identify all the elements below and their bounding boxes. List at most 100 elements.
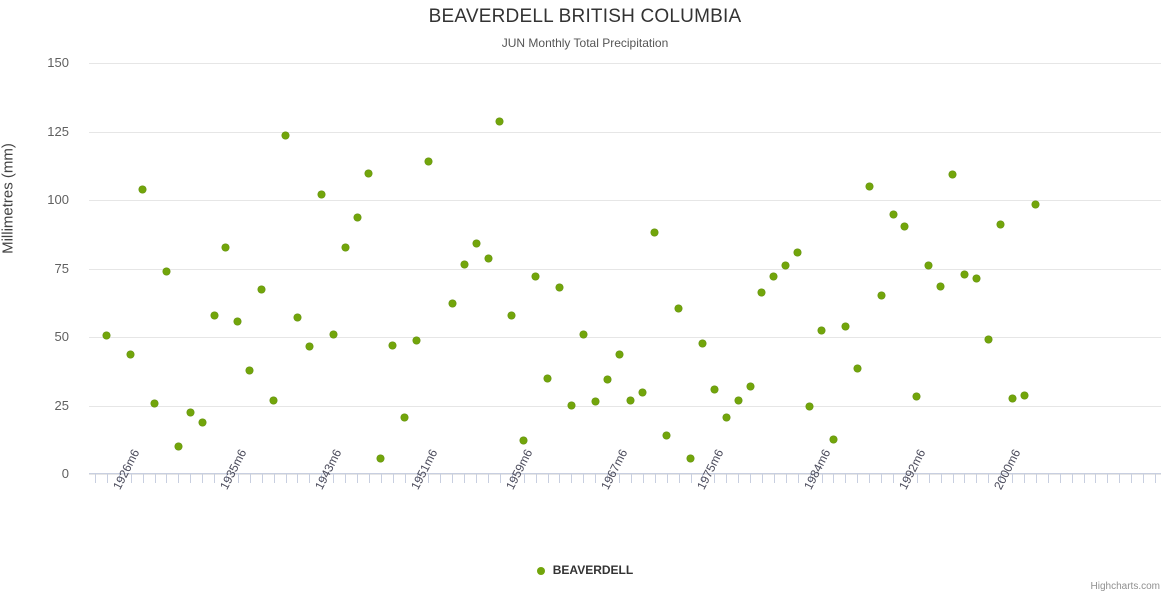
data-point[interactable] — [353, 214, 361, 222]
x-axis-tick — [357, 474, 358, 483]
data-point[interactable] — [222, 244, 230, 252]
data-point[interactable] — [746, 383, 754, 391]
y-axis-tick-label: 75 — [54, 260, 69, 276]
x-axis-tick — [654, 474, 656, 483]
x-axis-tick — [678, 474, 680, 483]
data-point[interactable] — [627, 396, 635, 404]
data-point[interactable] — [1008, 395, 1016, 403]
data-point[interactable] — [508, 311, 516, 319]
data-point[interactable] — [949, 171, 957, 179]
legend-item-beaverdell[interactable]: BEAVERDELL — [536, 563, 633, 577]
data-point[interactable] — [615, 350, 623, 358]
data-point[interactable] — [984, 335, 992, 343]
data-point[interactable] — [925, 262, 933, 270]
data-point[interactable] — [424, 158, 432, 166]
data-point[interactable] — [270, 397, 278, 405]
x-axis-tick — [571, 474, 573, 483]
data-point[interactable] — [591, 398, 599, 406]
y-axis-tick-label: 100 — [47, 192, 69, 207]
data-point[interactable] — [675, 304, 683, 312]
data-point[interactable] — [484, 254, 492, 262]
x-axis-tick — [1035, 474, 1037, 483]
data-point[interactable] — [496, 118, 504, 126]
data-point[interactable] — [829, 435, 837, 443]
data-point[interactable] — [579, 331, 587, 339]
data-point[interactable] — [258, 286, 266, 294]
data-point[interactable] — [698, 340, 706, 348]
data-point[interactable] — [413, 336, 421, 344]
data-point[interactable] — [865, 183, 873, 191]
x-axis-tick — [761, 474, 763, 483]
data-point[interactable] — [174, 443, 182, 451]
data-point[interactable] — [1032, 200, 1040, 208]
x-axis-tick — [416, 474, 418, 483]
chart-title: BEAVERDELL BRITISH COLUMBIA — [428, 6, 742, 27]
data-point[interactable] — [544, 374, 552, 382]
data-point[interactable] — [460, 260, 468, 268]
data-point[interactable] — [401, 413, 409, 421]
data-point[interactable] — [758, 289, 766, 297]
data-point[interactable] — [246, 366, 254, 374]
x-axis-tick — [118, 474, 120, 483]
data-point[interactable] — [972, 275, 980, 283]
data-point[interactable] — [853, 364, 861, 372]
data-point[interactable] — [806, 402, 814, 410]
data-point[interactable] — [555, 283, 563, 291]
data-point[interactable] — [293, 314, 301, 322]
data-point[interactable] — [103, 331, 111, 339]
data-point[interactable] — [663, 432, 671, 440]
x-axis-tick — [297, 474, 299, 483]
data-point[interactable] — [341, 244, 349, 252]
data-point[interactable] — [901, 222, 909, 230]
x-axis-tick — [476, 474, 478, 483]
data-point[interactable] — [722, 413, 730, 421]
x-axis-tick — [261, 474, 263, 483]
data-point[interactable] — [377, 454, 385, 462]
data-point[interactable] — [198, 418, 206, 426]
data-point[interactable] — [818, 326, 826, 334]
data-point[interactable] — [782, 261, 790, 269]
data-point[interactable] — [365, 170, 373, 178]
x-axis-tick — [857, 474, 859, 483]
data-point[interactable] — [996, 221, 1004, 229]
data-point[interactable] — [889, 211, 897, 219]
x-axis-tick — [1143, 474, 1145, 483]
data-point[interactable] — [139, 185, 147, 193]
data-point[interactable] — [234, 318, 242, 326]
data-point[interactable] — [127, 351, 135, 359]
data-point[interactable] — [603, 375, 611, 383]
data-point[interactable] — [710, 385, 718, 393]
data-point[interactable] — [567, 402, 575, 410]
data-point[interactable] — [282, 131, 290, 139]
data-point[interactable] — [186, 408, 194, 416]
data-point[interactable] — [532, 273, 540, 281]
data-point[interactable] — [960, 271, 968, 279]
data-point[interactable] — [687, 454, 694, 462]
data-point[interactable] — [151, 399, 158, 407]
x-axis-tick — [94, 474, 96, 483]
data-point[interactable] — [1020, 391, 1028, 399]
data-point[interactable] — [305, 342, 313, 350]
data-point[interactable] — [317, 191, 325, 199]
x-axis-tick — [583, 474, 585, 483]
data-point[interactable] — [329, 330, 337, 338]
credits-link[interactable]: Highcharts.com — [1090, 581, 1160, 592]
data-point[interactable] — [794, 249, 802, 257]
data-point[interactable] — [651, 229, 659, 237]
data-point[interactable] — [448, 300, 456, 308]
data-point[interactable] — [841, 322, 849, 330]
data-point[interactable] — [162, 267, 170, 275]
data-point[interactable] — [734, 397, 742, 405]
x-axis-tick — [309, 474, 311, 483]
data-point[interactable] — [210, 311, 218, 319]
data-point[interactable] — [877, 292, 885, 300]
data-point[interactable] — [937, 283, 945, 291]
data-point[interactable] — [520, 437, 528, 445]
x-axis-tick — [1000, 474, 1002, 483]
gridline — [89, 474, 1161, 475]
data-point[interactable] — [389, 342, 397, 350]
data-point[interactable] — [913, 393, 921, 401]
data-point[interactable] — [770, 273, 778, 281]
data-point[interactable] — [472, 240, 480, 248]
data-point[interactable] — [639, 389, 647, 397]
